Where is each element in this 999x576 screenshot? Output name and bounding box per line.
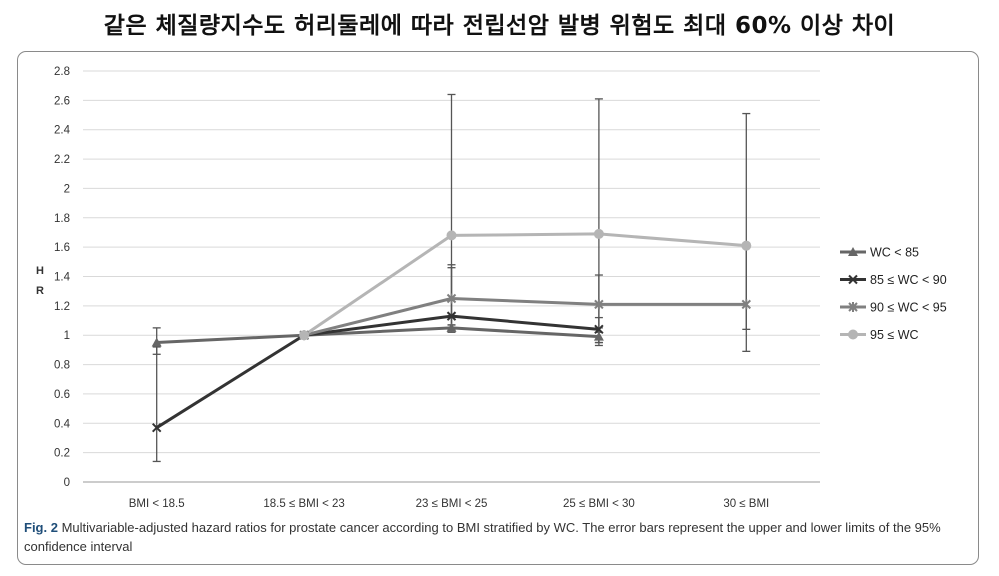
y-tick-label: 0.2	[54, 448, 70, 460]
y-tick-label: 2.4	[54, 125, 71, 137]
y-axis-label-h: H	[36, 265, 44, 277]
data-point	[593, 228, 604, 239]
legend-item: 90 ≤ WC < 95	[840, 301, 947, 315]
y-axis-label-r: R	[36, 285, 44, 297]
data-point	[151, 337, 162, 347]
data-point	[446, 322, 457, 332]
figure-frame	[17, 51, 979, 565]
y-tick-label: 2	[64, 183, 70, 195]
data-point	[741, 240, 752, 251]
legend-item: 95 ≤ WC	[840, 328, 919, 342]
y-tick-label: 1.4	[54, 272, 71, 284]
x-tick-label: BMI < 18.5	[129, 498, 185, 510]
legend-label: 95 ≤ WC	[870, 328, 919, 342]
data-point	[594, 299, 604, 310]
error-bars	[152, 93, 751, 463]
legend-marker	[848, 247, 858, 256]
series-lines	[155, 232, 747, 429]
data-point	[593, 331, 604, 341]
series-line	[155, 314, 600, 429]
series-markers	[151, 228, 752, 433]
legend-item: 85 ≤ WC < 90	[840, 273, 947, 287]
y-tick-label: 0.6	[54, 389, 70, 401]
y-tick-label: 1	[64, 330, 70, 342]
legend-label: 85 ≤ WC < 90	[870, 273, 947, 287]
data-point	[299, 330, 310, 341]
y-tick-label: 2.8	[54, 66, 70, 78]
legend-marker	[848, 274, 858, 285]
caption-text: Multivariable-adjusted hazard ratios for…	[24, 520, 941, 554]
x-tick-labels: BMI < 18.5 18.5 ≤ BMI < 23 23 ≤ BMI < 25 25…	[129, 498, 770, 510]
series-line	[303, 232, 747, 337]
y-tick-label: 1.8	[54, 213, 70, 225]
legend-marker	[848, 329, 858, 340]
x-tick-label: 30 ≤ BMI	[723, 498, 769, 510]
figure-caption: Fig. 2 Multivariable-adjusted hazard rat…	[24, 518, 964, 556]
y-tick-label: 1.2	[54, 301, 70, 313]
legend-label: WC < 85	[870, 246, 919, 260]
x-tick-label: 23 ≤ BMI < 25	[416, 498, 488, 510]
y-tick-label: 0.4	[54, 418, 71, 430]
legend: WC < 85 85 ≤ WC < 90 90 ≤ WC < 95 95 ≤ WC	[840, 246, 947, 342]
legend-item: WC < 85	[840, 246, 919, 260]
series-line	[303, 297, 747, 337]
y-tick-label: 1.6	[54, 242, 70, 254]
data-point	[594, 324, 604, 335]
legend-label: 90 ≤ WC < 95	[870, 301, 947, 315]
x-tick-label: 18.5 ≤ BMI < 23	[263, 498, 344, 510]
figure-label: Fig. 2	[24, 520, 58, 535]
x-tick-label: 25 ≤ BMI < 30	[563, 498, 635, 510]
data-point	[446, 293, 457, 304]
data-point	[151, 422, 162, 433]
y-tick-labels: 0 0.2 0.4 0.6 0.8 1 1.2 1.4 1.6 1.8 2 2.2 2.4 2.6 2.8	[54, 66, 71, 489]
data-point	[446, 230, 457, 241]
data-point	[741, 299, 752, 310]
y-tick-label: 2.6	[54, 95, 70, 107]
legend-marker	[848, 302, 858, 312]
data-point	[446, 311, 457, 321]
series-line	[156, 326, 599, 345]
y-tick-label: 0	[64, 477, 70, 489]
headline: 같은 체질량지수도 허리둘레에 따라 전립선암 발병 위험도 최대 60% 이상…	[103, 13, 896, 39]
y-tick-label: 2.2	[54, 154, 70, 166]
y-tick-label: 0.8	[54, 360, 70, 372]
